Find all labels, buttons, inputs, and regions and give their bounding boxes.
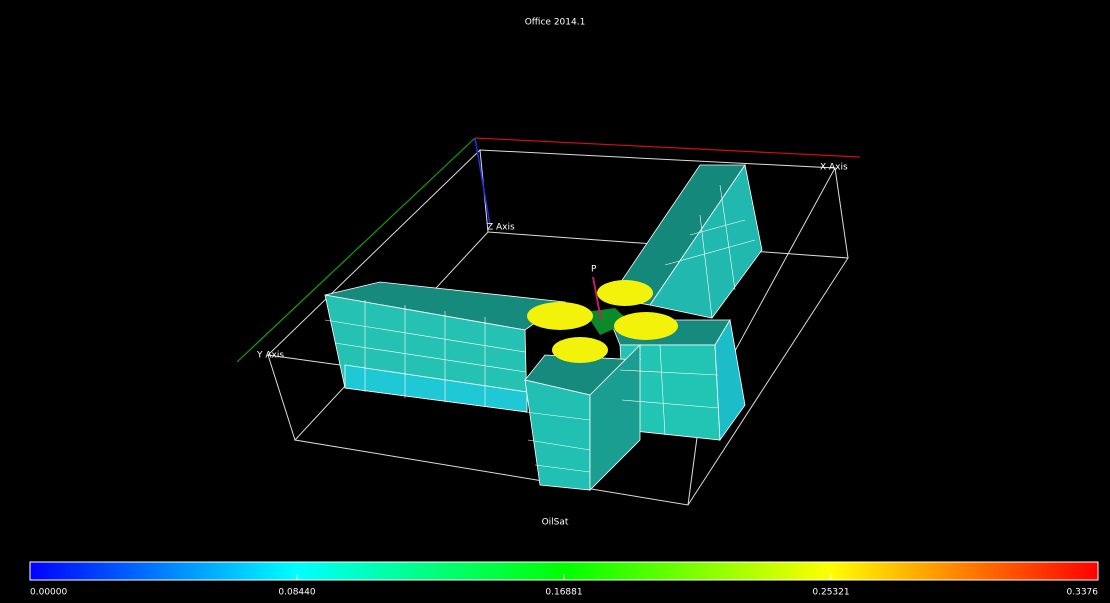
yellow-cells xyxy=(527,280,678,363)
well xyxy=(592,276,602,321)
x-axis-label: X Axis xyxy=(820,163,848,173)
x-axis-line xyxy=(474,137,861,158)
reservoir-grid xyxy=(324,163,763,491)
colorbar-tick-label: 0.16881 xyxy=(545,588,582,598)
z-axis-label: Z Axis xyxy=(487,223,515,233)
colorbar-tick-label: 0.00000 xyxy=(30,588,67,598)
z-axis-line xyxy=(474,137,491,226)
colorbar-tick-label: 0.25321 xyxy=(812,588,849,598)
center-cell xyxy=(585,308,630,335)
title: Office 2014.1 xyxy=(525,18,586,28)
y-axis-line xyxy=(236,137,476,363)
colorbar-label: OilSat xyxy=(542,518,569,528)
colorbar-tick-label: 0.08440 xyxy=(278,588,315,598)
colorbar-ticks: 0.00000 0.08440 0.16881 0.25321 0.3376 xyxy=(29,574,1099,598)
well-label: P xyxy=(591,265,597,275)
y-axis-label: Y Axis xyxy=(256,351,284,361)
colorbar-tick-label: 0.3376 xyxy=(1067,588,1099,598)
